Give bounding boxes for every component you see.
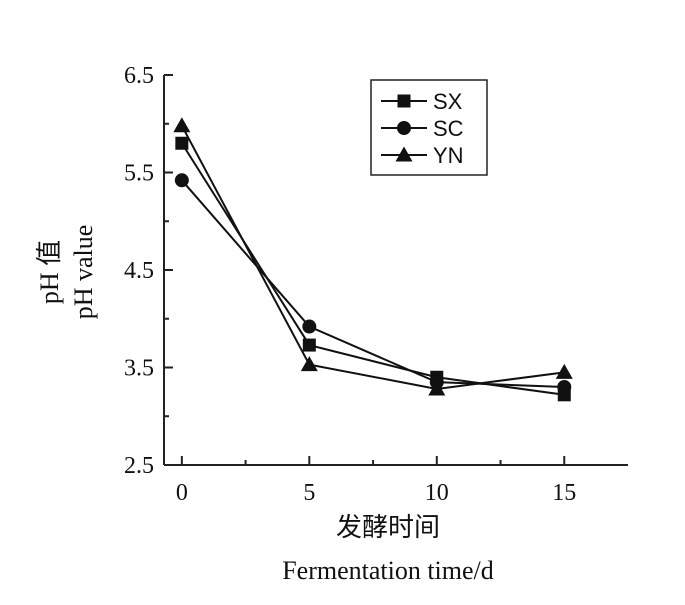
point-yn-15 [555,363,573,379]
y-tick-label-2: 4.5 [124,258,154,284]
point-sx-0 [175,136,189,150]
point-sc-5 [302,319,317,334]
x-axis-title-en: Fermentation time/d [282,556,494,585]
legend-label-sc: SC [433,116,464,141]
legend-marker-yn [395,146,413,162]
series-yn [173,117,573,396]
point-sc-0 [174,173,189,188]
x-tick-label-1: 5 [303,480,315,506]
x-ticks: 0 5 10 15 [176,456,576,506]
legend-marker-sx [397,94,411,108]
legend-marker-sc [397,121,411,135]
y-tick-label-1: 3.5 [124,356,154,382]
x-tick-label-0: 0 [176,480,188,506]
y-ticks: 2.5 3.5 4.5 5.5 6.5 [124,63,173,479]
legend-entry-sx: SX [381,89,463,114]
series-layer [173,117,573,402]
y-tick-label-0: 2.5 [124,453,154,479]
series-sx [175,136,571,402]
point-yn-10 [428,380,446,396]
series-line-sx [181,142,565,396]
legend-entry-yn: YN [381,143,464,168]
x-tick-label-2: 10 [425,480,449,506]
y-axis-title-cn: pH 值 [35,240,64,304]
legend-entry-sc: SC [381,116,464,141]
series-line-sc [181,179,565,388]
point-yn-5 [300,356,318,372]
y-tick-label-4: 6.5 [124,63,154,89]
x-axis-title-cn: 发酵时间 [336,513,440,542]
legend-label-yn: YN [433,143,464,168]
legend-label-sx: SX [433,89,463,114]
x-tick-label-3: 15 [552,480,576,506]
y-axis-title-en: pH value [69,225,98,320]
point-yn-0 [173,117,191,133]
y-tick-label-3: 5.5 [124,161,154,187]
series-line-yn [180,125,565,390]
point-sc-15 [557,380,572,394]
point-sx-5 [302,338,316,352]
